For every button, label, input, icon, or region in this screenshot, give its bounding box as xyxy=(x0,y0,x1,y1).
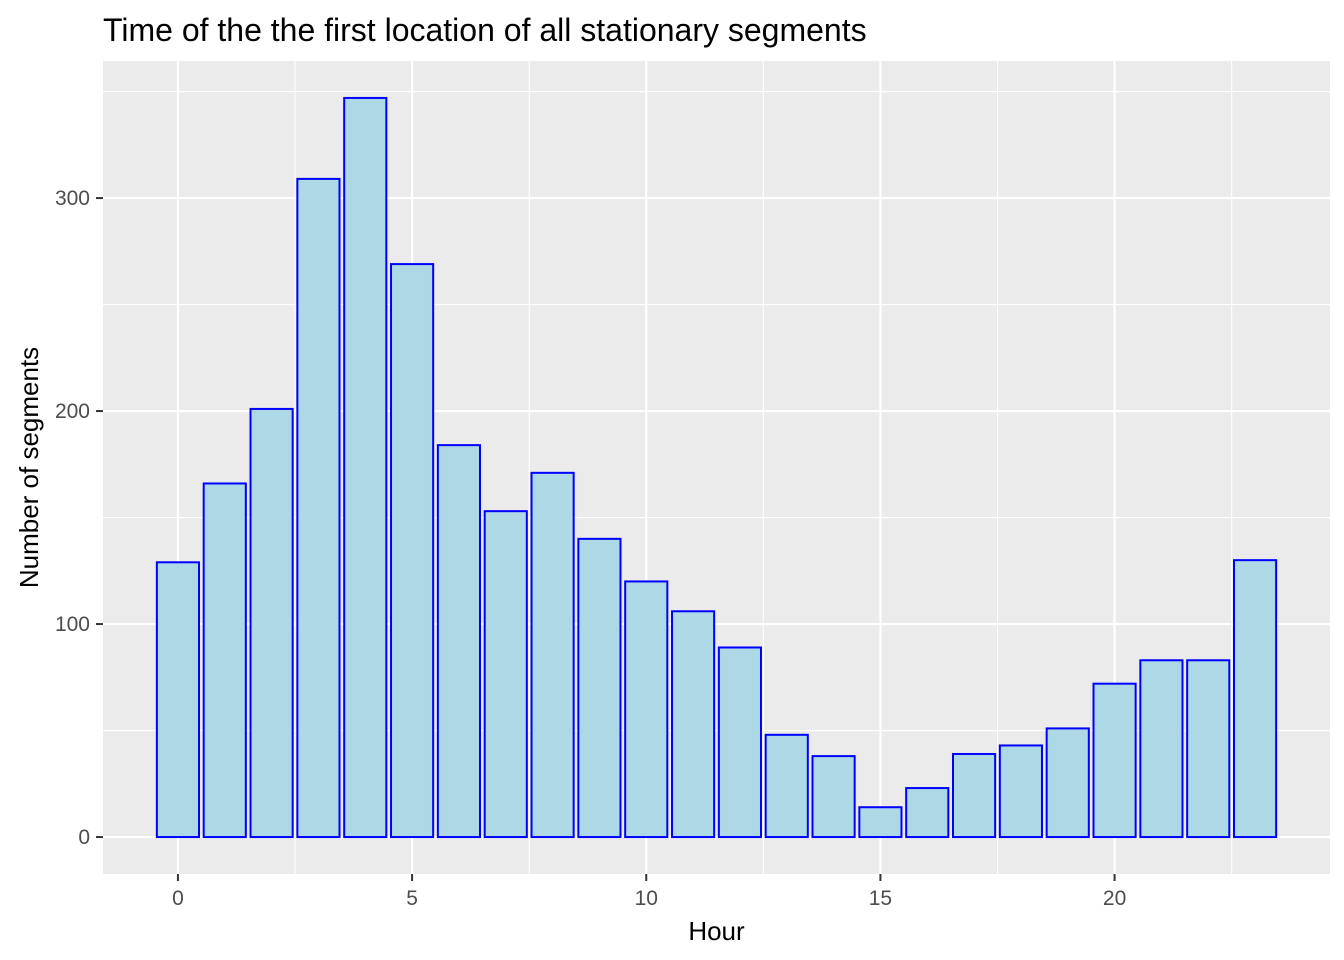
bar-hour-22 xyxy=(1186,659,1231,839)
bar-hour-4 xyxy=(343,96,388,839)
bar-hour-9 xyxy=(577,537,622,839)
bars xyxy=(155,96,1278,839)
x-axis-title: Hour xyxy=(688,916,745,946)
y-axis-ticks: 0 100 200 300 xyxy=(55,187,103,849)
x-tick-label: 5 xyxy=(406,887,418,910)
x-tick-label: 20 xyxy=(1103,887,1126,910)
bar-hour-20 xyxy=(1092,682,1137,839)
bar-hour-23 xyxy=(1232,559,1278,839)
bar-hour-21 xyxy=(1139,659,1184,839)
bar-hour-17 xyxy=(952,752,997,839)
bar-hour-10 xyxy=(624,580,669,839)
x-tick-label: 10 xyxy=(635,887,658,910)
y-axis-title: Number of segments xyxy=(14,347,44,588)
bar-hour-15 xyxy=(858,806,903,839)
bar-hour-8 xyxy=(530,471,575,839)
bar-hour-3 xyxy=(296,177,341,839)
bar-hour-2 xyxy=(249,407,294,839)
x-tick-label: 15 xyxy=(869,887,892,910)
y-tick-label: 300 xyxy=(55,187,90,210)
bar-hour-12 xyxy=(717,646,762,839)
chart-title: Time of the the first location of all st… xyxy=(103,12,867,48)
y-tick-label: 200 xyxy=(55,400,90,423)
y-tick-label: 0 xyxy=(78,826,90,849)
bar-hour-16 xyxy=(905,787,950,839)
bar-hour-1 xyxy=(202,482,247,839)
bar-hour-7 xyxy=(483,510,528,839)
bar-hour-14 xyxy=(811,755,856,839)
y-tick-label: 100 xyxy=(55,613,90,636)
bar-hour-13 xyxy=(764,733,809,839)
bar-hour-19 xyxy=(1045,727,1090,839)
bar-hour-0 xyxy=(155,561,201,839)
bar-hour-6 xyxy=(436,444,481,839)
x-axis-ticks: 0 5 10 15 20 xyxy=(172,874,1126,910)
x-tick-label: 0 xyxy=(172,887,184,910)
bar-hour-11 xyxy=(671,610,716,839)
bar-hour-5 xyxy=(390,263,435,839)
bar-hour-18 xyxy=(998,744,1043,839)
